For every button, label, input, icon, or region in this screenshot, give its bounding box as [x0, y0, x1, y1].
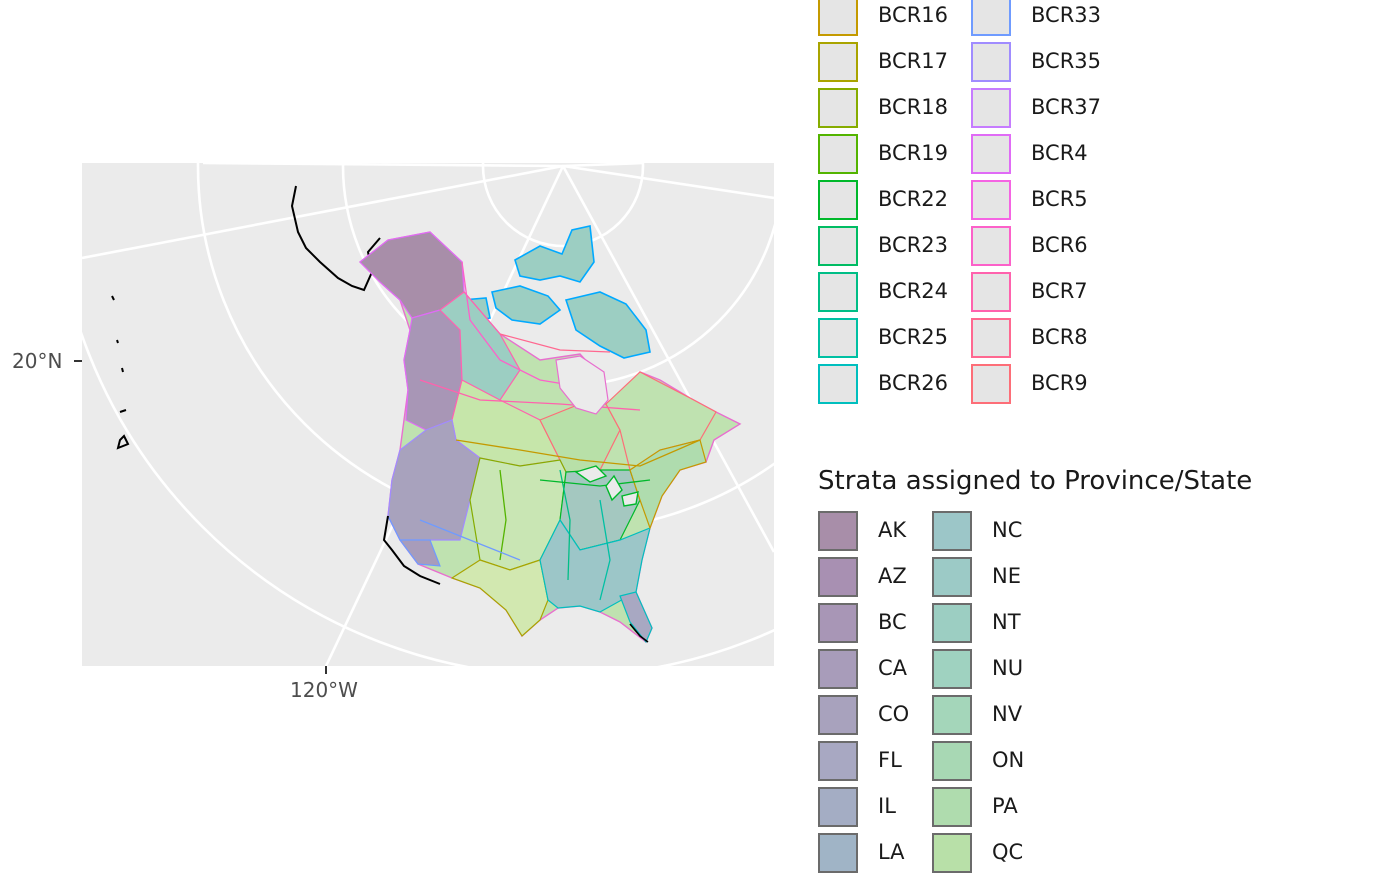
legend-key-swatch: [818, 787, 858, 827]
legend-key-swatch: [818, 833, 858, 873]
arctic-islands: [460, 225, 651, 359]
legend-key-swatch: [971, 88, 1011, 128]
region-ca: [387, 515, 441, 567]
region-texas: [450, 559, 549, 637]
legend-label: BCR26: [878, 371, 949, 395]
legend-key-swatch: [818, 88, 858, 128]
legend-label: AZ: [878, 564, 907, 588]
legend-key-swatch: [971, 364, 1011, 404]
legend-strata-title: Strata assigned to Province/State: [818, 466, 1253, 496]
legend-label: NT: [992, 610, 1021, 634]
legend-key-swatch: [818, 272, 858, 312]
legend-label: CA: [878, 656, 908, 680]
hudson-bay: [555, 355, 609, 415]
legend-label: QC: [992, 840, 1024, 864]
bcr-boundaries: [419, 261, 701, 601]
legend-label: BCR4: [1031, 141, 1088, 165]
legend-label: BCR6: [1031, 233, 1088, 257]
legend-key-swatch: [818, 741, 858, 781]
legend-key-swatch: [818, 603, 858, 643]
legend-key-swatch: [932, 741, 972, 781]
legend-label: BC: [878, 610, 907, 634]
legend-key-swatch: [932, 511, 972, 551]
legend-key-swatch: [971, 272, 1011, 312]
graticule-meridian: [82, 164, 564, 260]
region-fl: [619, 591, 653, 644]
legend-label: BCR33: [1031, 3, 1102, 27]
x-axis-label: 120°W: [290, 678, 358, 702]
legend-key-swatch: [971, 42, 1011, 82]
legend-label: FL: [878, 748, 902, 772]
legend-key-swatch: [818, 180, 858, 220]
y-axis-label: 20°N: [12, 349, 63, 373]
legend-key-swatch: [932, 649, 972, 689]
y-axis-tick: [74, 360, 82, 362]
legend-key-swatch: [818, 557, 858, 597]
alaska-coast: [111, 185, 381, 450]
graticule-meridian: [202, 163, 564, 168]
legend-label: NC: [992, 518, 1023, 542]
region-southeast: [539, 518, 651, 613]
map-panel: [82, 163, 774, 666]
legend-key-swatch: [818, 695, 858, 735]
graticule-meridian: [562, 164, 774, 200]
legend-label: BCR16: [878, 3, 949, 27]
legend-label: NE: [992, 564, 1021, 588]
florida-coast: [629, 623, 649, 643]
legend-label: IL: [878, 794, 896, 818]
legend-key-swatch: [818, 511, 858, 551]
legend-label: BCR8: [1031, 325, 1088, 349]
legend-key-swatch: [818, 649, 858, 689]
legend-label: BCR22: [878, 187, 949, 211]
graticule-meridian: [562, 163, 644, 168]
legend-label: CO: [878, 702, 910, 726]
legend-key-swatch: [932, 603, 972, 643]
legend-key-swatch: [971, 0, 1011, 36]
legend-label: LA: [878, 840, 905, 864]
legend-key-swatch: [932, 787, 972, 827]
legend-label: PA: [992, 794, 1018, 818]
pacific-coast: [382, 515, 441, 585]
legend-label: BCR9: [1031, 371, 1088, 395]
map-canvas: [82, 163, 774, 666]
legend-label: ON: [992, 748, 1025, 772]
region-bc: [403, 309, 463, 431]
great-lakes: [574, 465, 639, 507]
legend-key-swatch: [971, 134, 1011, 174]
legend-label: AK: [878, 518, 907, 542]
legend-key-swatch: [971, 318, 1011, 358]
legend-label: BCR19: [878, 141, 949, 165]
legend-key-swatch: [818, 0, 858, 36]
legend-label: BCR37: [1031, 95, 1102, 119]
x-axis-tick: [325, 666, 327, 674]
legend-key-swatch: [818, 226, 858, 266]
legend-key-swatch: [818, 134, 858, 174]
legend-label: BCR35: [1031, 49, 1102, 73]
legend-key-swatch: [932, 695, 972, 735]
graticule-meridian: [561, 165, 774, 553]
legend-label: BCR24: [878, 279, 949, 303]
legend-label: BCR25: [878, 325, 949, 349]
legend-label: BCR5: [1031, 187, 1088, 211]
legend-label: BCR7: [1031, 279, 1088, 303]
legend-key-swatch: [971, 180, 1011, 220]
legend-label: BCR18: [878, 95, 949, 119]
legend-key-swatch: [932, 833, 972, 873]
legend-label: NU: [992, 656, 1024, 680]
legend-label: BCR17: [878, 49, 949, 73]
legend-label: BCR23: [878, 233, 949, 257]
legend-key-swatch: [818, 364, 858, 404]
legend-key-swatch: [971, 226, 1011, 266]
legend-label: NV: [992, 702, 1023, 726]
legend-key-swatch: [818, 318, 858, 358]
legend-key-swatch: [932, 557, 972, 597]
legend-key-swatch: [818, 42, 858, 82]
